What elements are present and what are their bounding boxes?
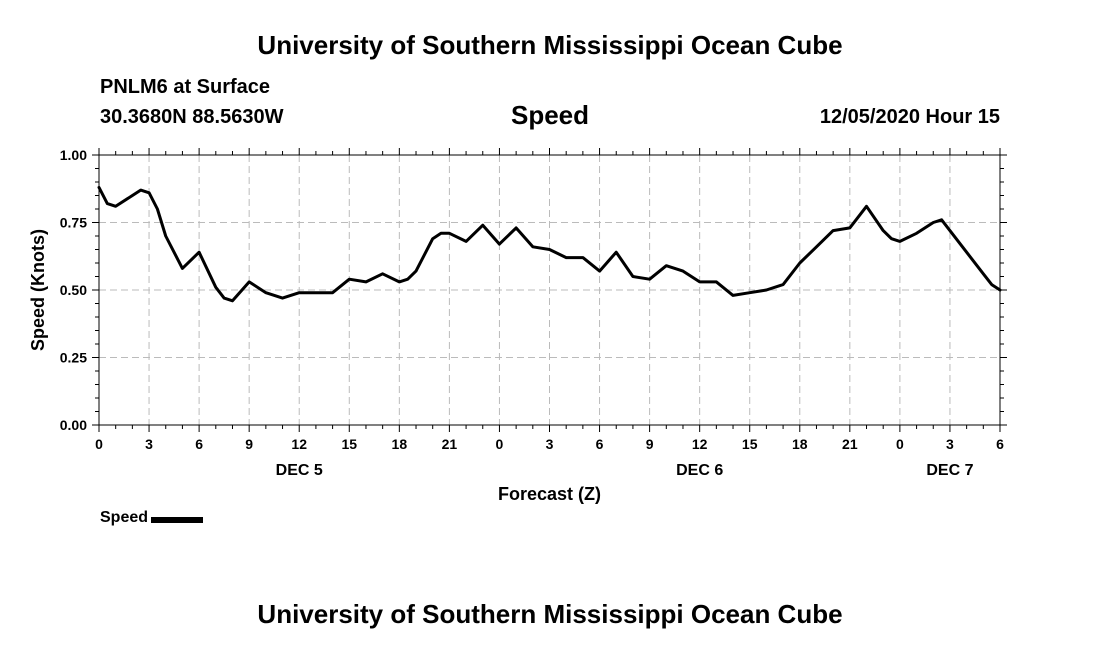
x-tick-label: 12 <box>692 436 708 452</box>
x-axis-label: Forecast (Z) <box>498 484 601 504</box>
y-tick-label: 1.00 <box>60 147 87 163</box>
x-tick-label: 15 <box>742 436 758 452</box>
x-tick-label: 0 <box>896 436 904 452</box>
x-tick-label: 6 <box>596 436 604 452</box>
day-label: DEC 7 <box>926 462 973 479</box>
page-title-top: University of Southern Mississippi Ocean… <box>257 30 843 60</box>
day-label: DEC 6 <box>676 462 723 479</box>
x-tick-label: 3 <box>546 436 554 452</box>
day-label: DEC 5 <box>276 462 323 479</box>
x-tick-label: 3 <box>145 436 153 452</box>
x-tick-label: 18 <box>792 436 808 452</box>
y-tick-label: 0.00 <box>60 417 87 433</box>
x-tick-label: 6 <box>195 436 203 452</box>
x-tick-label: 3 <box>946 436 954 452</box>
y-axis-label: Speed (Knots) <box>28 229 48 351</box>
chart-title: Speed <box>510 100 590 130</box>
x-tick-label: 9 <box>646 436 654 452</box>
x-tick-label: 0 <box>95 436 103 452</box>
forecast-datetime: 12/05/2020 Hour 15 <box>819 106 1000 128</box>
x-tick-label: 21 <box>842 436 858 452</box>
x-tick-label: 0 <box>496 436 504 452</box>
y-tick-label: 0.75 <box>60 215 87 231</box>
y-tick-label: 0.50 <box>60 282 87 298</box>
x-tick-label: 18 <box>392 436 408 452</box>
legend: Speed <box>100 509 204 527</box>
page-title-bottom: University of Southern Mississippi Ocean… <box>257 599 843 629</box>
legend-label: Speed <box>100 509 149 526</box>
y-tick-label: 0.25 <box>60 350 87 366</box>
x-tick-label: 9 <box>245 436 253 452</box>
x-tick-label: 21 <box>442 436 458 452</box>
x-tick-label: 12 <box>291 436 307 452</box>
legend-swatch <box>151 516 204 523</box>
station-label: PNLM6 at Surface <box>100 76 271 98</box>
station-coordinates: 30.3680N 88.5630W <box>100 106 284 128</box>
series-line-speed <box>97 185 1002 303</box>
x-tick-label: 6 <box>996 436 1004 452</box>
x-tick-label: 15 <box>341 436 357 452</box>
